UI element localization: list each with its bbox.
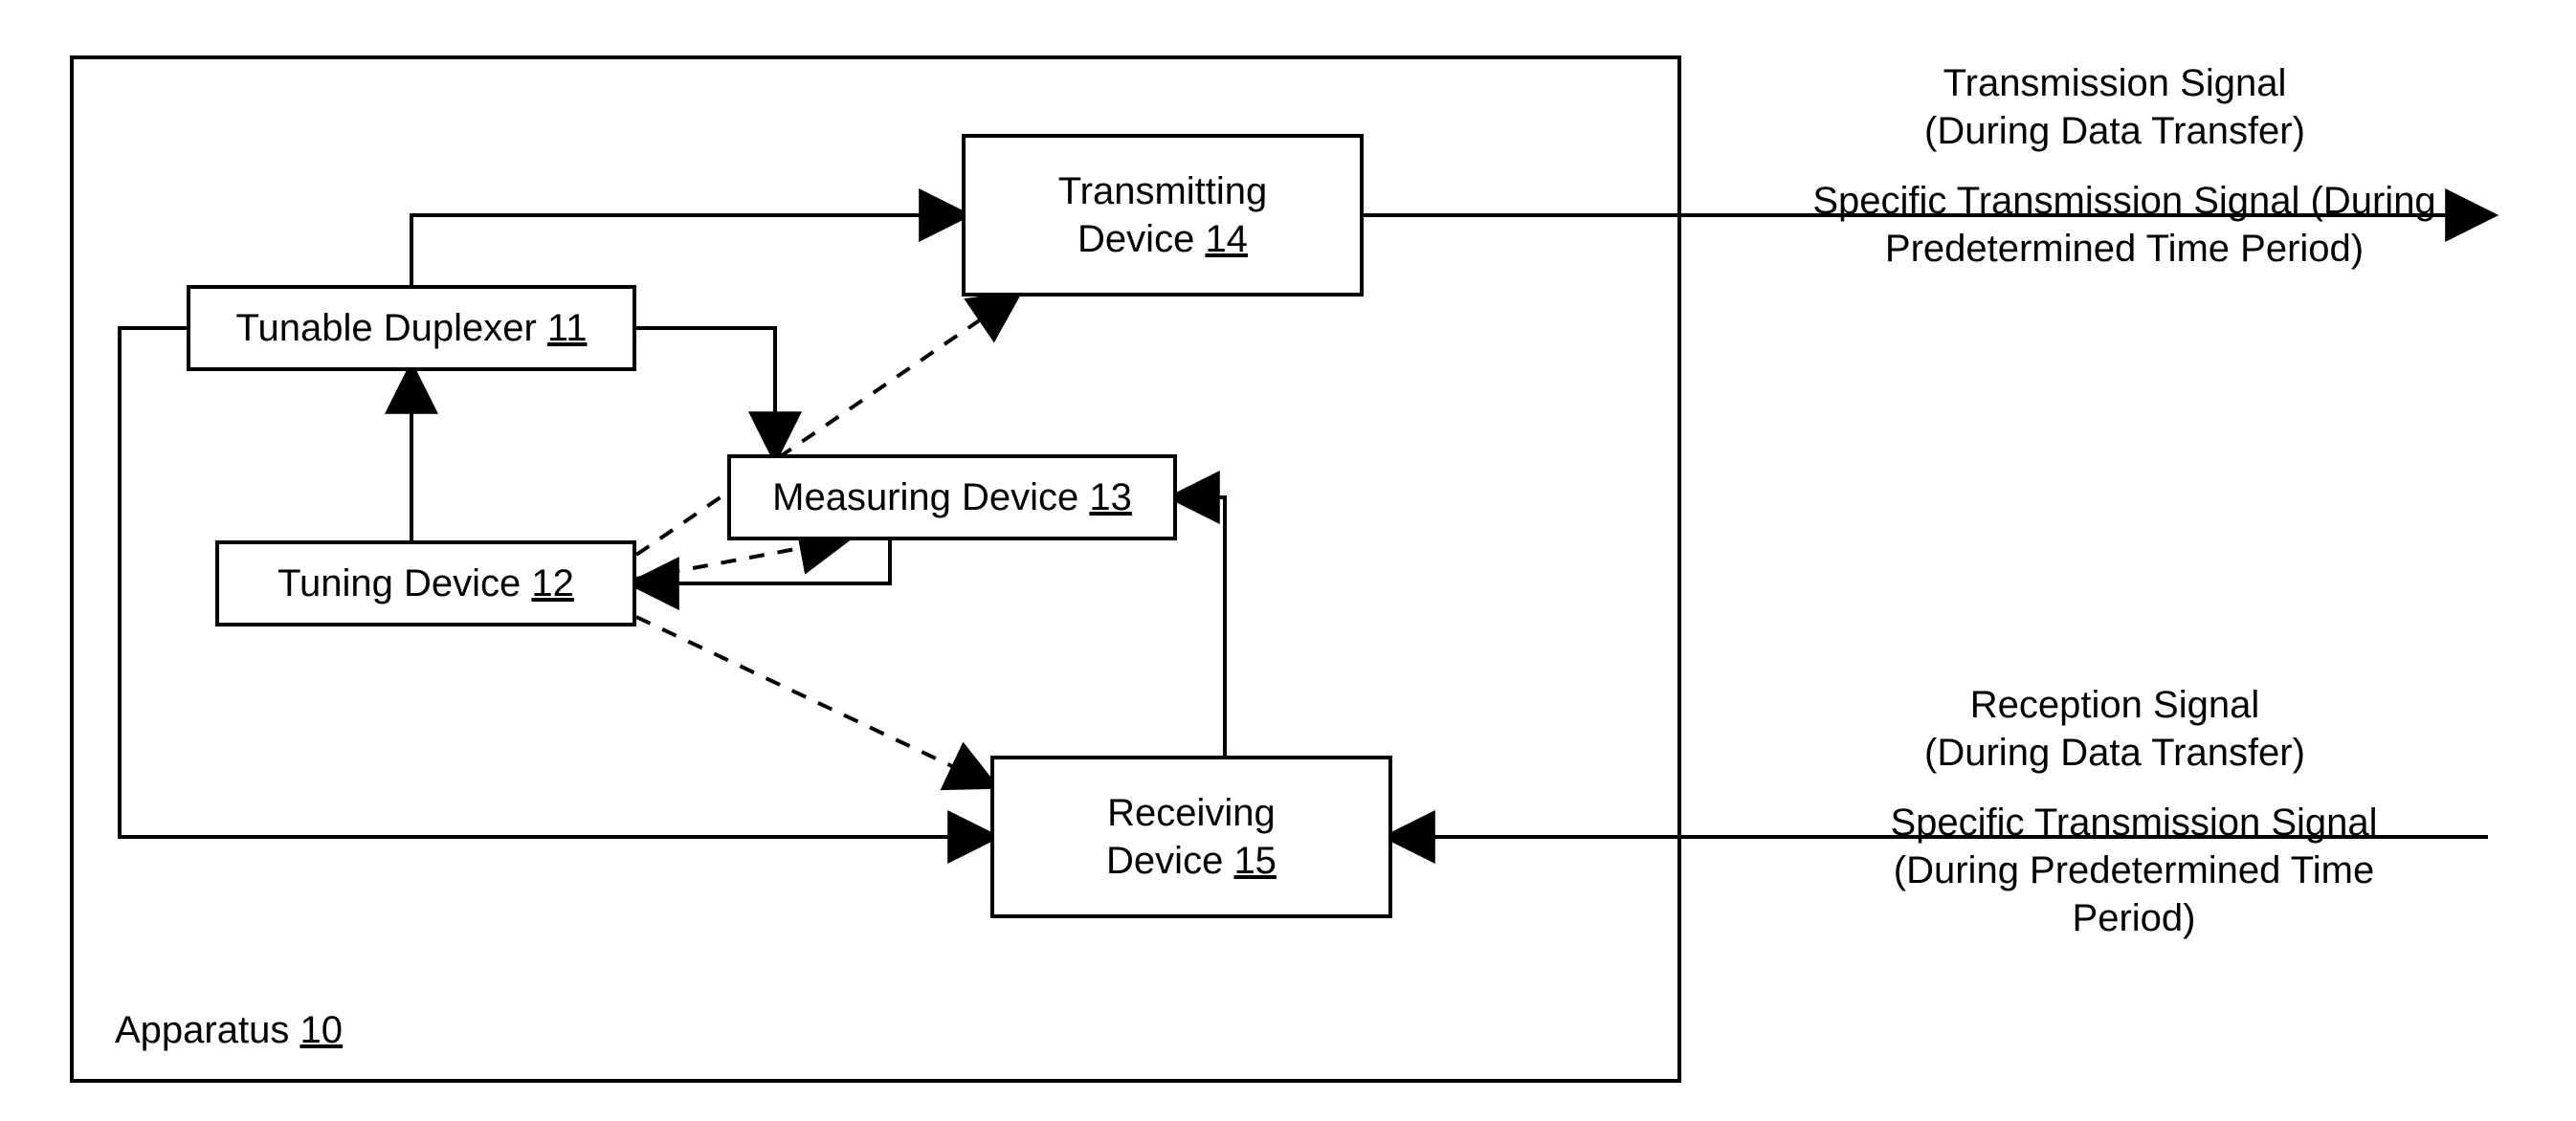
tuning-device-box: Tuning Device 12 [215,540,636,626]
receiving-device-box: Receiving Device 15 [990,756,1392,918]
diagram-canvas: Apparatus 10 Tunable Duplexer 11 Tuning … [0,0,2576,1121]
transmitting-device-box: Transmitting Device 14 [962,134,1364,297]
edge-duplexer-to-tx [411,215,962,285]
tuning-device-text: Tuning Device [278,562,531,604]
transmission-signal-line2: (During Data Transfer) [1722,107,2507,155]
apparatus-label-num: 10 [300,1009,343,1051]
receiving-device-num: 15 [1233,840,1277,882]
receiving-device-line2: Device [1106,840,1233,882]
specific-rx-line1: Specific Transmission Signal [1703,799,2565,846]
receiving-device-line1: Receiving [1106,789,1277,837]
tunable-duplexer-box: Tunable Duplexer 11 [187,285,636,371]
edge-tuning-to-rx [636,617,990,784]
specific-rx-line2: (During Predetermined Time [1703,846,2565,894]
tuning-device-num: 12 [531,562,574,604]
measuring-device-num: 13 [1089,476,1132,518]
apparatus-label: Apparatus 10 [115,1009,343,1052]
reception-signal-line2: (During Data Transfer) [1722,729,2507,777]
edge-tuning-to-meas [636,540,842,579]
specific-transmission-signal-rx-label: Specific Transmission Signal (During Pre… [1703,799,2565,942]
measuring-device-box: Measuring Device 13 [727,454,1177,540]
edge-rx-to-meas [1177,497,1225,756]
transmission-signal-label: Transmission Signal (During Data Transfe… [1722,59,2507,155]
measuring-device-text: Measuring Device [772,476,1089,518]
specific-tx-line1: Specific Transmission Signal (During [1694,177,2555,225]
reception-signal-line1: Reception Signal [1722,681,2507,729]
edge-duplexer-to-meas [636,328,775,454]
specific-transmission-signal-tx-label: Specific Transmission Signal (During Pre… [1694,177,2555,273]
reception-signal-label: Reception Signal (During Data Transfer) [1722,681,2507,777]
apparatus-label-text: Apparatus [115,1009,300,1051]
specific-tx-line2: Predetermined Time Period) [1694,225,2555,273]
transmitting-device-line1: Transmitting [1058,167,1268,215]
transmitting-device-num: 14 [1205,218,1248,260]
tunable-duplexer-num: 11 [547,307,588,349]
transmitting-device-line2: Device [1077,218,1205,260]
tunable-duplexer-text: Tunable Duplexer [236,307,547,349]
edge-meas-to-tuning [636,540,890,583]
transmission-signal-line1: Transmission Signal [1722,59,2507,107]
specific-rx-line3: Period) [1703,894,2565,942]
